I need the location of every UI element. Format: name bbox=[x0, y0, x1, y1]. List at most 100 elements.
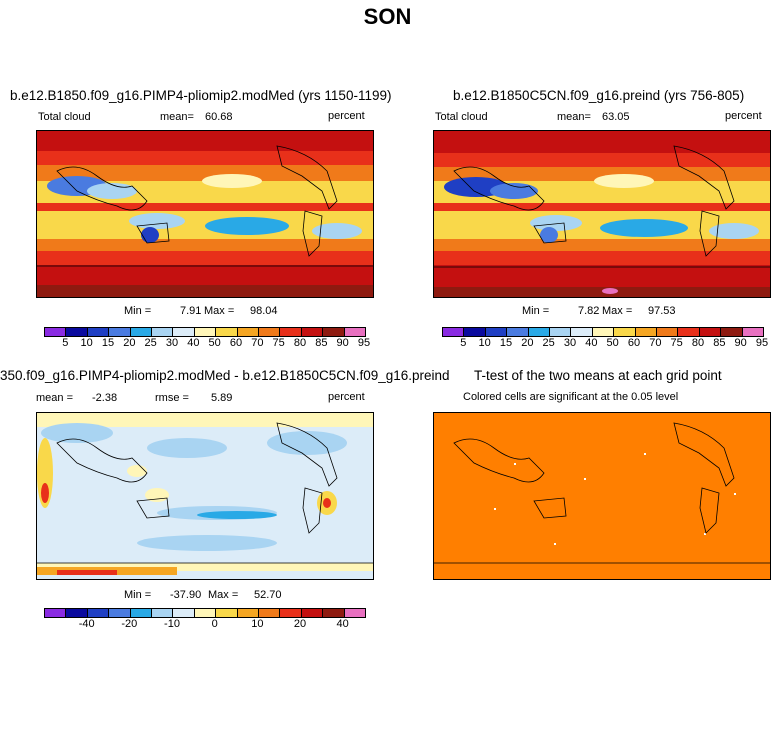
panel-a-min-label: Min = bbox=[124, 305, 152, 317]
panel-c-colorbar-ticks: -40 -20 -10 0 10 20 40 bbox=[44, 618, 364, 632]
panel-c-title: 350.f09_g16.PIMP4-pliomip2.modMed - b.e1… bbox=[0, 368, 450, 383]
colorbar-swatch bbox=[194, 609, 217, 617]
panel-b-min-label: Min = bbox=[522, 305, 550, 317]
panel-a-max-label: Max = bbox=[204, 305, 235, 317]
colorbar-tick-label: 70 bbox=[649, 337, 662, 349]
colorbar-tick-label: 75 bbox=[272, 337, 285, 349]
panel-c-mean: -2.38 bbox=[92, 392, 118, 404]
colorbar-swatch bbox=[280, 328, 302, 336]
colorbar-tick-label: 40 bbox=[187, 337, 200, 349]
colorbar-tick-label: 30 bbox=[165, 337, 179, 349]
panel-a-colorbar bbox=[44, 327, 366, 337]
panel-a-max: 98.04 bbox=[250, 305, 278, 317]
colorbar-swatch bbox=[571, 328, 593, 336]
panel-c-mean-label: mean = bbox=[36, 392, 73, 404]
panel-b-mean: 63.05 bbox=[602, 111, 630, 123]
colorbar-tick-label: 20 bbox=[521, 337, 534, 349]
colorbar-swatch bbox=[443, 328, 465, 336]
colorbar-swatch bbox=[173, 609, 195, 617]
colorbar-tick-label: 15 bbox=[101, 337, 115, 349]
colorbar-swatch bbox=[678, 328, 700, 336]
colorbar-tick-label: 10 bbox=[251, 618, 264, 630]
colorbar-swatch bbox=[344, 328, 366, 336]
colorbar-tick-label: 90 bbox=[336, 337, 349, 349]
colorbar-swatch bbox=[507, 328, 529, 336]
panel-b-colorbar bbox=[442, 327, 764, 337]
panel-a-variable: Total cloud bbox=[38, 111, 91, 123]
panel-a-title: b.e12.B1850.f09_g16.PIMP4-pliomip2.modMe… bbox=[10, 88, 392, 103]
colorbar-tick-label: 60 bbox=[229, 337, 243, 349]
panel-c-units: percent bbox=[328, 391, 365, 403]
panel-b-title: b.e12.B1850C5CN.f09_g16.preind (yrs 756-… bbox=[453, 88, 745, 103]
colorbar-swatch bbox=[323, 328, 345, 336]
colorbar-swatch bbox=[216, 328, 238, 336]
panel-c-min: -37.90 bbox=[170, 589, 202, 601]
colorbar-tick-label: 15 bbox=[499, 337, 513, 349]
panel-a-min: 7.91 bbox=[180, 305, 202, 317]
colorbar-swatch bbox=[194, 328, 217, 336]
colorbar-tick-label: 40 bbox=[336, 618, 349, 630]
colorbar-swatch bbox=[130, 609, 153, 617]
colorbar-tick-label: 60 bbox=[627, 337, 641, 349]
panel-c-map bbox=[36, 412, 374, 580]
colorbar-tick-label: 30 bbox=[563, 337, 577, 349]
colorbar-swatch bbox=[87, 328, 110, 336]
colorbar-swatch bbox=[550, 328, 572, 336]
colorbar-swatch bbox=[237, 328, 260, 336]
panel-d-map bbox=[433, 412, 771, 580]
panel-a-map-svg bbox=[37, 131, 373, 297]
colorbar-swatch bbox=[45, 609, 67, 617]
panel-a-map bbox=[36, 130, 374, 298]
colorbar-tick-label: 40 bbox=[585, 337, 598, 349]
colorbar-tick-label: 85 bbox=[315, 337, 328, 349]
panel-b-map bbox=[433, 130, 771, 298]
colorbar-swatch bbox=[323, 609, 345, 617]
colorbar-tick-label: 85 bbox=[713, 337, 726, 349]
colorbar-swatch bbox=[66, 609, 88, 617]
colorbar-swatch bbox=[259, 328, 281, 336]
panel-d-subtitle: Colored cells are significant at the 0.0… bbox=[463, 391, 679, 403]
colorbar-tick-label: -20 bbox=[121, 618, 138, 630]
colorbar-tick-label: 25 bbox=[144, 337, 157, 349]
colorbar-swatch bbox=[301, 609, 324, 617]
colorbar-swatch bbox=[635, 328, 658, 336]
panel-d-map-svg bbox=[434, 413, 770, 579]
panel-b-max-label: Max = bbox=[602, 305, 633, 317]
colorbar-tick-label: 80 bbox=[293, 337, 307, 349]
colorbar-tick-label: 20 bbox=[293, 618, 307, 630]
panel-c-max-label: Max = bbox=[208, 589, 239, 601]
panel-b-units: percent bbox=[725, 110, 762, 122]
panel-c-max: 52.70 bbox=[254, 589, 282, 601]
colorbar-swatch bbox=[216, 609, 238, 617]
colorbar-swatch bbox=[237, 609, 260, 617]
colorbar-tick-label: 50 bbox=[208, 337, 221, 349]
panel-a-mean-label: mean= bbox=[160, 111, 194, 123]
colorbar-swatch bbox=[173, 328, 195, 336]
colorbar-swatch bbox=[721, 328, 743, 336]
colorbar-tick-label: 5 bbox=[62, 337, 69, 349]
panel-b-min: 7.82 bbox=[578, 305, 600, 317]
colorbar-tick-label: 90 bbox=[734, 337, 747, 349]
colorbar-tick-label: 5 bbox=[460, 337, 467, 349]
panel-b-mean-label: mean= bbox=[557, 111, 591, 123]
panel-c-rmse: 5.89 bbox=[211, 392, 233, 404]
panel-a-colorbar-ticks: 5 10 15 20 25 30 40 50 60 70 75 80 85 90 95 bbox=[44, 337, 370, 351]
colorbar-tick-label: 80 bbox=[691, 337, 705, 349]
panel-c-map-svg bbox=[37, 413, 373, 579]
colorbar-tick-label: 0 bbox=[211, 618, 218, 630]
colorbar-tick-label: 10 bbox=[478, 337, 491, 349]
colorbar-swatch bbox=[528, 328, 551, 336]
colorbar-swatch bbox=[344, 609, 366, 617]
colorbar-swatch bbox=[464, 328, 486, 336]
colorbar-tick-label: 10 bbox=[80, 337, 93, 349]
colorbar-swatch bbox=[109, 609, 131, 617]
colorbar-tick-label: -10 bbox=[164, 618, 180, 630]
colorbar-swatch bbox=[742, 328, 764, 336]
colorbar-tick-label: 20 bbox=[123, 337, 136, 349]
colorbar-swatch bbox=[280, 609, 302, 617]
colorbar-swatch bbox=[592, 328, 615, 336]
colorbar-swatch bbox=[657, 328, 679, 336]
colorbar-swatch bbox=[130, 328, 153, 336]
colorbar-swatch bbox=[152, 609, 174, 617]
colorbar-swatch bbox=[152, 328, 174, 336]
